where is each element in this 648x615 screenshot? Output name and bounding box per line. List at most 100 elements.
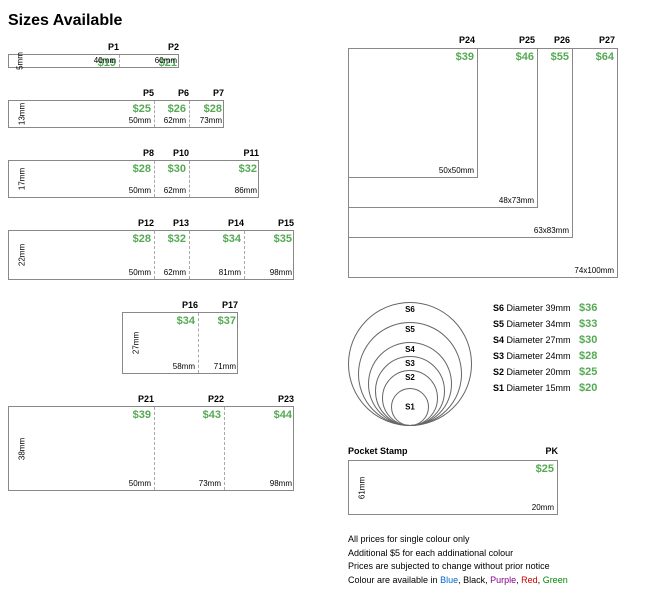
sq-price: $55: [551, 51, 569, 63]
width-label: 98mm: [270, 268, 292, 277]
code-label: P15: [244, 218, 294, 228]
size-cell: $32 62mm: [155, 231, 190, 279]
width-label: 58mm: [173, 362, 195, 371]
circle-row: S3 Diameter 24mm $28: [493, 350, 597, 362]
width-label: 62mm: [164, 116, 186, 125]
sq-dim: 48x73mm: [499, 196, 534, 205]
price: $43: [203, 409, 221, 421]
sq-code: P27: [599, 35, 615, 45]
price: $32: [239, 163, 257, 175]
width-label: 73mm: [200, 116, 222, 125]
code-label: P17: [198, 300, 238, 310]
price: $34: [177, 315, 195, 327]
code-label: P11: [189, 148, 259, 158]
price: $37: [218, 315, 236, 327]
circle-label: S2: [405, 373, 415, 382]
price: $32: [168, 233, 186, 245]
price: $25: [133, 103, 151, 115]
size-cell: $37 71mm: [199, 313, 239, 373]
circle-row: S4 Diameter 27mm $30: [493, 334, 597, 346]
sq-dim: 50x50mm: [439, 166, 474, 175]
pocket-w: 20mm: [532, 503, 554, 512]
width-label: 50mm: [129, 116, 151, 125]
size-row: 27mm$3458mm$3771mm: [122, 312, 238, 374]
size-row: 22mm$2850mm$3262mm$3481mm$3598mm: [8, 230, 294, 280]
width-label: 50mm: [129, 186, 151, 195]
circle-label: S6: [405, 305, 415, 314]
pocket-h: 61mm: [358, 476, 367, 498]
width-label: 98mm: [270, 479, 292, 488]
circle-label: S5: [405, 325, 415, 334]
size-cell: $2873mm: [190, 101, 225, 127]
sq-dim: 63x83mm: [534, 226, 569, 235]
width-label: 73mm: [199, 479, 221, 488]
code-label: P10: [154, 148, 189, 158]
pocket-code: PK: [545, 446, 558, 456]
size-cell: $28 50mm: [25, 161, 155, 197]
price: $30: [168, 163, 186, 175]
price: $28: [204, 103, 222, 115]
price: $39: [133, 409, 151, 421]
size-cell: $34 58mm: [139, 313, 199, 373]
code-label: P22: [154, 394, 224, 404]
size-row: 5mm$1940mm$2160mm: [8, 54, 179, 68]
sq-price: $46: [516, 51, 534, 63]
size-cell: $3062mm: [155, 161, 190, 197]
sq-price: $39: [456, 51, 474, 63]
size-cell: $28 50mm: [25, 231, 155, 279]
circle-row: S6 Diameter 39mm $36: [493, 302, 597, 314]
width-label: 50mm: [129, 268, 151, 277]
circle-label: S4: [405, 345, 415, 354]
circle-row: S5 Diameter 34mm $33: [493, 318, 597, 330]
price: $28: [133, 233, 151, 245]
notes: All prices for single colour only Additi…: [348, 533, 638, 587]
price: $28: [133, 163, 151, 175]
code-label: P14: [189, 218, 244, 228]
size-cell: $3950mm: [25, 407, 155, 490]
code-label: P7: [189, 88, 224, 98]
pocket-price: $25: [536, 463, 554, 475]
code-label: P23: [224, 394, 294, 404]
code-label: P8: [24, 148, 154, 158]
width-label: 40mm: [94, 56, 116, 65]
pocket-title: Pocket Stamp: [348, 446, 408, 456]
sq-dim: 74x100mm: [574, 266, 614, 275]
size-cell: $43 73mm: [155, 407, 225, 490]
width-label: 71mm: [214, 362, 236, 371]
sq-code: P24: [459, 35, 475, 45]
code-label: P12: [24, 218, 154, 228]
circle-S1: S1: [391, 388, 429, 426]
circle-row: S1 Diameter 15mm $20: [493, 382, 597, 394]
code-label: P5: [24, 88, 154, 98]
code-label: P2: [119, 42, 179, 52]
size-cell: $2550mm: [25, 101, 155, 127]
size-row: 13mm$2550mm$2662mm$2873mm: [8, 100, 224, 128]
width-label: 62mm: [164, 268, 186, 277]
square-P24: P24$3950x50mm: [348, 48, 478, 178]
width-label: 60mm: [155, 56, 177, 65]
code-label: P16: [138, 300, 198, 310]
price: $34: [223, 233, 241, 245]
width-label: 86mm: [235, 186, 257, 195]
price: $26: [168, 103, 186, 115]
price: $44: [274, 409, 292, 421]
code-label: P1: [24, 42, 119, 52]
height-label: 5mm: [15, 52, 24, 70]
size-cell: $3481mm: [190, 231, 245, 279]
code-label: P13: [154, 218, 189, 228]
code-label: P6: [154, 88, 189, 98]
size-cell: $1940mm: [25, 55, 120, 67]
size-cell: $2160mm: [120, 55, 180, 67]
pocket-box: $25 61mm 20mm: [348, 460, 558, 515]
size-cell: $35 98mm: [245, 231, 295, 279]
size-cell: $44 98mm: [225, 407, 295, 490]
size-row: 17mm$2850mm$3062mm$3286mm: [8, 160, 259, 198]
sq-code: P25: [519, 35, 535, 45]
price: $35: [274, 233, 292, 245]
size-row: 38mm$3950mm$4373mm$4498mm: [8, 406, 294, 491]
size-cell: $2662mm: [155, 101, 190, 127]
circle-row: S2 Diameter 20mm $25: [493, 366, 597, 378]
sq-price: $64: [596, 51, 614, 63]
circle-label: S1: [405, 403, 415, 412]
page-title: Sizes Available: [8, 12, 640, 30]
